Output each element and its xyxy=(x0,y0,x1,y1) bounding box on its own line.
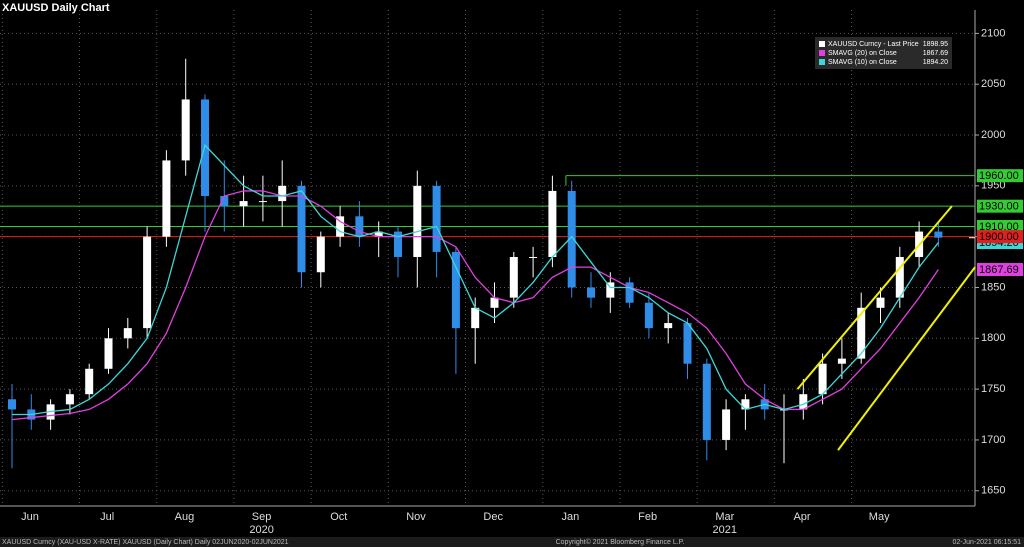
legend-value: 1867.69 xyxy=(923,50,948,57)
x-tick-label: Mar xyxy=(715,511,734,523)
x-tick-label: Dec xyxy=(483,511,503,523)
x-tick-label: Jul xyxy=(100,511,114,523)
legend-swatch xyxy=(819,59,825,65)
x-tick-label: Oct xyxy=(330,511,347,523)
candle-body xyxy=(297,185,306,273)
candle-body xyxy=(837,358,846,364)
footer-right: 02-Jun-2021 06:15:51 xyxy=(953,539,1022,546)
channel-line xyxy=(796,205,953,390)
price-tag-label: 1930.00 xyxy=(979,201,1019,213)
candle-body xyxy=(162,160,171,237)
price-tag xyxy=(977,230,1023,244)
x-tick-label: Sep xyxy=(252,511,272,523)
candle-body xyxy=(548,190,557,257)
candle-body xyxy=(857,307,866,359)
candle-body xyxy=(644,302,653,329)
candle-body xyxy=(8,399,16,410)
candle-body xyxy=(606,282,615,298)
candle-body xyxy=(374,231,383,237)
candle-body xyxy=(278,185,287,202)
candle-body xyxy=(741,399,750,410)
candle-body xyxy=(876,297,885,308)
candle-body xyxy=(451,251,460,329)
y-tick-label: 1750 xyxy=(981,383,1005,395)
legend-box xyxy=(815,37,952,69)
candle-body xyxy=(201,99,209,196)
x-group-label: 2021 xyxy=(713,524,737,536)
sma-line xyxy=(12,143,939,416)
x-tick-label: Jun xyxy=(21,511,39,523)
y-tick-label: 1950 xyxy=(981,180,1005,192)
candle-body xyxy=(258,201,267,203)
y-tick-label: 2100 xyxy=(981,27,1005,39)
price-tag xyxy=(977,219,1023,233)
candle-body xyxy=(490,297,499,308)
candle-body xyxy=(432,185,441,252)
candle-body xyxy=(143,236,152,329)
candle-body xyxy=(104,338,113,369)
legend-swatch xyxy=(819,41,825,47)
candle-body xyxy=(625,282,634,303)
candle-body xyxy=(471,307,480,329)
y-tick-label: 1700 xyxy=(981,434,1005,446)
candle-body xyxy=(509,256,518,298)
x-group-label: 2020 xyxy=(249,524,273,536)
price-tag xyxy=(977,169,1023,183)
legend-swatch xyxy=(819,50,825,56)
y-tick-label: 1800 xyxy=(981,332,1005,344)
candle-body xyxy=(123,328,132,339)
legend-label: XAUUSD Curncy - Last Price xyxy=(828,41,919,48)
candle-body xyxy=(895,256,904,298)
x-tick-label: May xyxy=(869,511,890,523)
y-tick-label: 2050 xyxy=(981,78,1005,90)
candle-body xyxy=(181,99,190,161)
x-tick-label: Feb xyxy=(638,511,657,523)
candle-body xyxy=(529,256,538,258)
footer-bar xyxy=(0,537,1024,547)
candle-body xyxy=(85,368,94,395)
footer-left: XAUUSD Curncy (XAU-USD X-RATE) XAUUSD (D… xyxy=(2,539,289,546)
price-tag xyxy=(977,262,1023,276)
candle-body xyxy=(818,363,827,395)
chart-title: XAUUSD Daily Chart xyxy=(2,2,110,14)
channel-line xyxy=(837,266,976,451)
legend-label: SMAVG (10) on Close xyxy=(828,59,897,66)
candle-body xyxy=(394,231,402,257)
price-tag xyxy=(977,199,1023,213)
candle-body xyxy=(316,236,325,273)
y-tick-label: 1850 xyxy=(981,281,1005,293)
candle-body xyxy=(567,190,576,288)
x-tick-label: Aug xyxy=(175,511,195,523)
legend-label: SMAVG (20) on Close xyxy=(828,50,897,57)
price-tag-label: 1900.00 xyxy=(979,231,1019,243)
candle-body xyxy=(683,323,692,364)
price-tag-label: 1910.00 xyxy=(979,221,1019,233)
price-tag-label: 1867.69 xyxy=(979,264,1019,276)
x-tick-label: Nov xyxy=(406,511,426,523)
candle-body xyxy=(239,201,248,207)
candle-body xyxy=(934,231,943,238)
footer-center: Copyright© 2021 Bloomberg Finance L.P. xyxy=(556,538,685,546)
candle-body xyxy=(65,394,74,405)
candle-body xyxy=(587,287,595,298)
candle-body xyxy=(702,363,711,440)
candle-body xyxy=(722,409,731,440)
candle-body xyxy=(413,185,422,257)
candle-body xyxy=(220,196,229,207)
candle-body xyxy=(355,216,364,237)
candle-body xyxy=(664,323,673,329)
y-tick-label: 1650 xyxy=(981,485,1005,497)
y-tick-label: 2000 xyxy=(981,129,1005,141)
candle-body xyxy=(336,216,345,237)
price-tag-label: 1960.00 xyxy=(979,170,1019,182)
x-tick-label: Jan xyxy=(562,511,580,523)
legend-value: 1894.20 xyxy=(923,59,948,66)
x-tick-label: Apr xyxy=(793,511,810,523)
legend-value: 1898.95 xyxy=(923,41,948,48)
candle-body xyxy=(799,394,808,410)
